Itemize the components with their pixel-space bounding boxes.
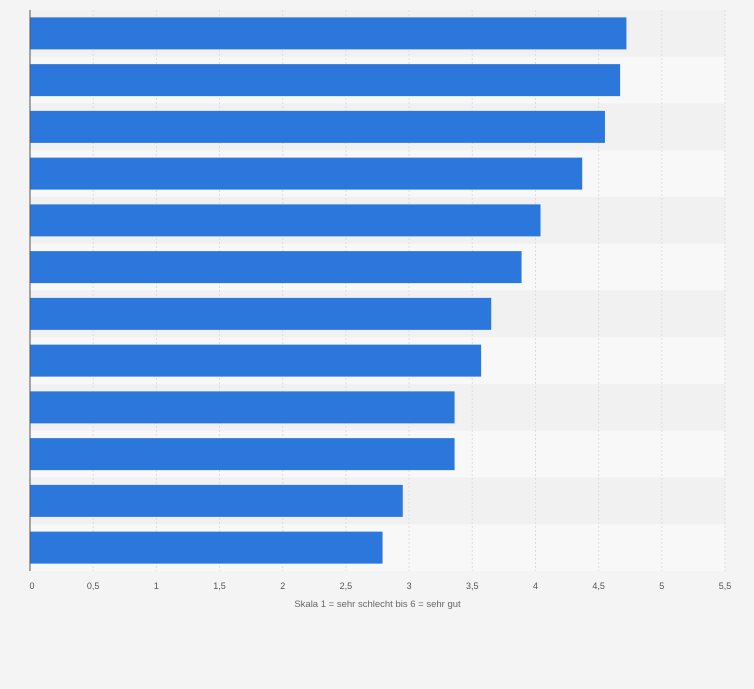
- bar: [30, 157, 583, 190]
- x-tick-label: 0,5: [87, 581, 100, 591]
- x-tick-label: 2,5: [340, 581, 353, 591]
- x-tick-label: 3: [407, 581, 412, 591]
- gridlines: [92, 10, 726, 571]
- bar: [30, 251, 522, 284]
- bar: [30, 438, 455, 471]
- x-tick-label: 4,5: [592, 581, 605, 591]
- bar: [30, 204, 541, 237]
- x-axis-title: Skala 1 = sehr schlecht bis 6 = sehr gut: [294, 599, 461, 610]
- bar: [30, 344, 482, 377]
- bar: [30, 484, 403, 517]
- x-tick-label: 0: [29, 581, 34, 591]
- x-axis-ticks: 0 0,5 1 1,5 2 2,5 3 3,5 4 4,5 5 5,5: [29, 581, 731, 591]
- bar: [30, 297, 492, 330]
- x-tick-label: 3,5: [466, 581, 479, 591]
- x-tick-label: 1: [154, 581, 159, 591]
- bar: [30, 391, 455, 424]
- x-tick-label: 1,5: [213, 581, 226, 591]
- bar: [30, 64, 621, 97]
- bar: [30, 110, 605, 143]
- x-tick-label: 5: [659, 581, 664, 591]
- bars: [30, 17, 627, 564]
- x-tick-label: 2: [280, 581, 285, 591]
- x-tick-label: 5,5: [719, 581, 732, 591]
- bar: [30, 17, 627, 50]
- x-tick-label: 4: [533, 581, 538, 591]
- bar: [30, 531, 383, 564]
